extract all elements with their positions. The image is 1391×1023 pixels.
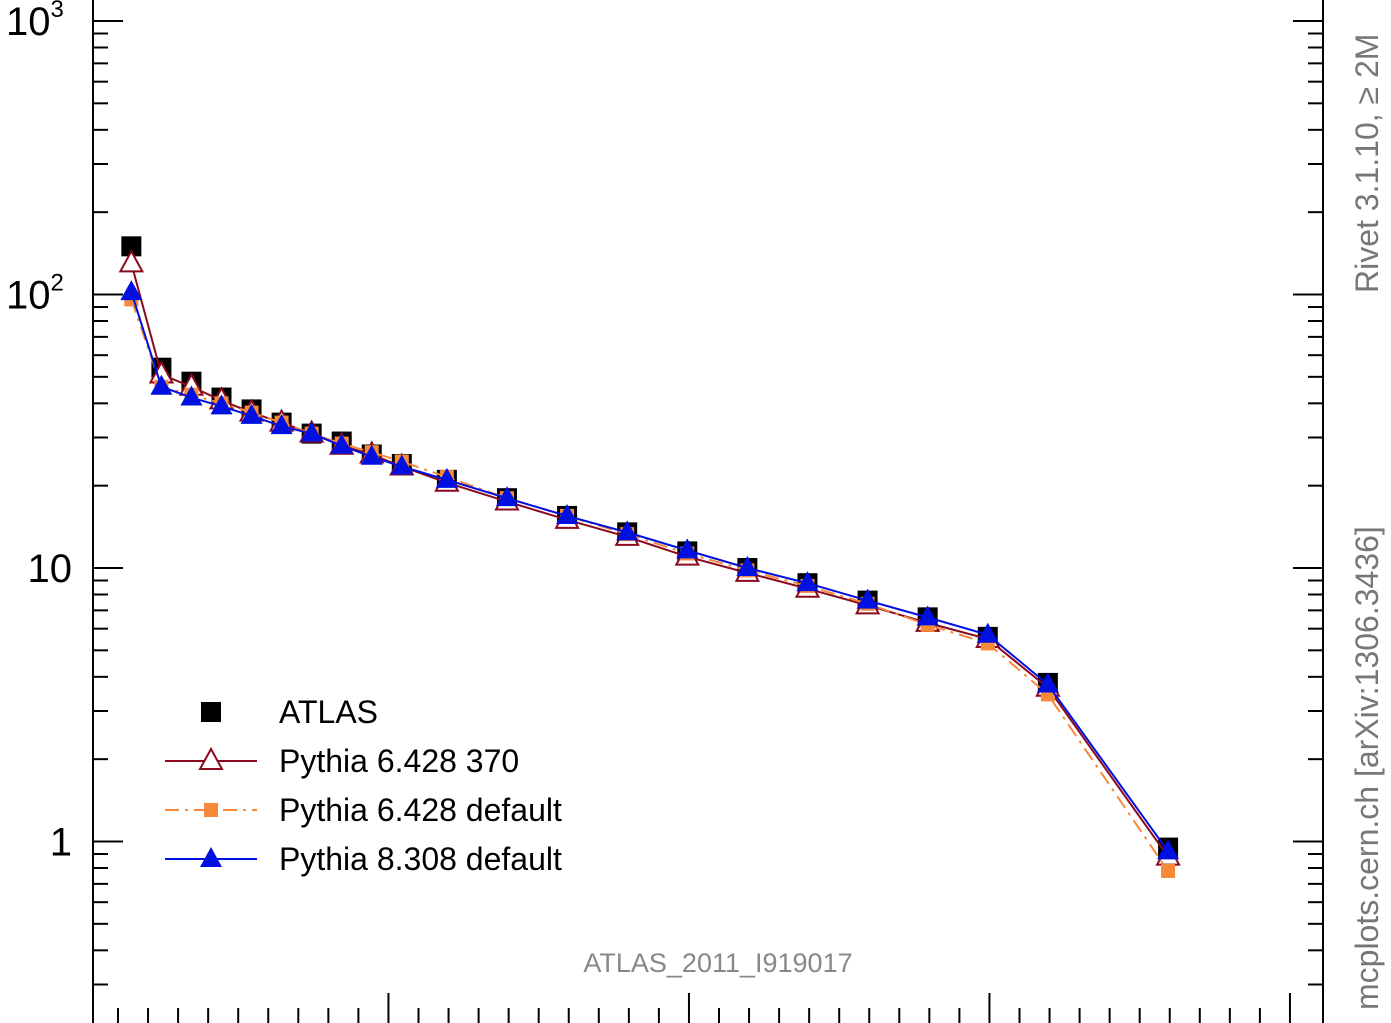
data-point	[736, 556, 759, 576]
data-point	[976, 622, 999, 643]
data-point	[121, 236, 142, 257]
legend-label: Pythia 6.428 370	[279, 743, 519, 779]
plot-frame	[92, 0, 1324, 1023]
series-line	[130, 291, 1169, 852]
legend-marker	[200, 847, 222, 867]
data-point	[616, 520, 639, 541]
legend-marker	[204, 803, 218, 817]
legend-label: Pythia 8.308 default	[279, 841, 562, 877]
data-point	[118, 249, 145, 273]
data-point	[495, 486, 518, 507]
data-point	[270, 414, 293, 435]
data-point	[180, 385, 203, 406]
series-layer	[118, 236, 1181, 879]
legend-entry: ATLAS	[201, 694, 378, 730]
data-point	[435, 467, 458, 488]
series-3	[120, 280, 1180, 860]
legend-entry: Pythia 6.428 default	[165, 792, 562, 828]
analysis-label: ATLAS_2011_I919017	[583, 948, 852, 978]
data-point	[556, 503, 579, 524]
side-label: mcplots.cern.ch [arXiv:1306.3436]	[1349, 526, 1385, 1010]
data-point	[240, 403, 263, 424]
y-tick-label: 10	[28, 547, 73, 591]
y-tick-label: 1	[50, 821, 72, 865]
data-point	[150, 374, 173, 395]
y-tick-label: 103	[6, 0, 64, 44]
data-point	[916, 605, 939, 626]
data-point	[210, 394, 233, 415]
data-point	[330, 433, 353, 454]
legend-label: Pythia 6.428 default	[279, 792, 562, 828]
data-point	[676, 538, 699, 559]
data-point	[120, 280, 143, 301]
y-tick-label: 102	[6, 270, 64, 318]
data-point	[856, 588, 879, 609]
data-point	[796, 571, 819, 592]
data-point	[300, 421, 323, 442]
legend-marker	[201, 702, 221, 722]
side-label-top: Rivet 3.1.10, ≥ 2M	[1349, 34, 1385, 293]
series-line	[130, 299, 1169, 872]
data-point	[1157, 839, 1180, 860]
legend-entry: Pythia 6.428 370	[165, 743, 519, 779]
data-point	[1036, 672, 1059, 693]
data-point	[390, 454, 413, 475]
legend-entry: Pythia 8.308 default	[165, 841, 562, 877]
data-point	[360, 444, 383, 465]
legend-marker	[198, 746, 224, 770]
x-axis	[117, 993, 1291, 1023]
legend: ATLAS Pythia 6.428 370 Pythia 6.428 defaul…	[165, 694, 562, 877]
series-2	[124, 292, 1176, 879]
legend-label: ATLAS	[279, 694, 378, 730]
data-point	[1161, 864, 1176, 879]
